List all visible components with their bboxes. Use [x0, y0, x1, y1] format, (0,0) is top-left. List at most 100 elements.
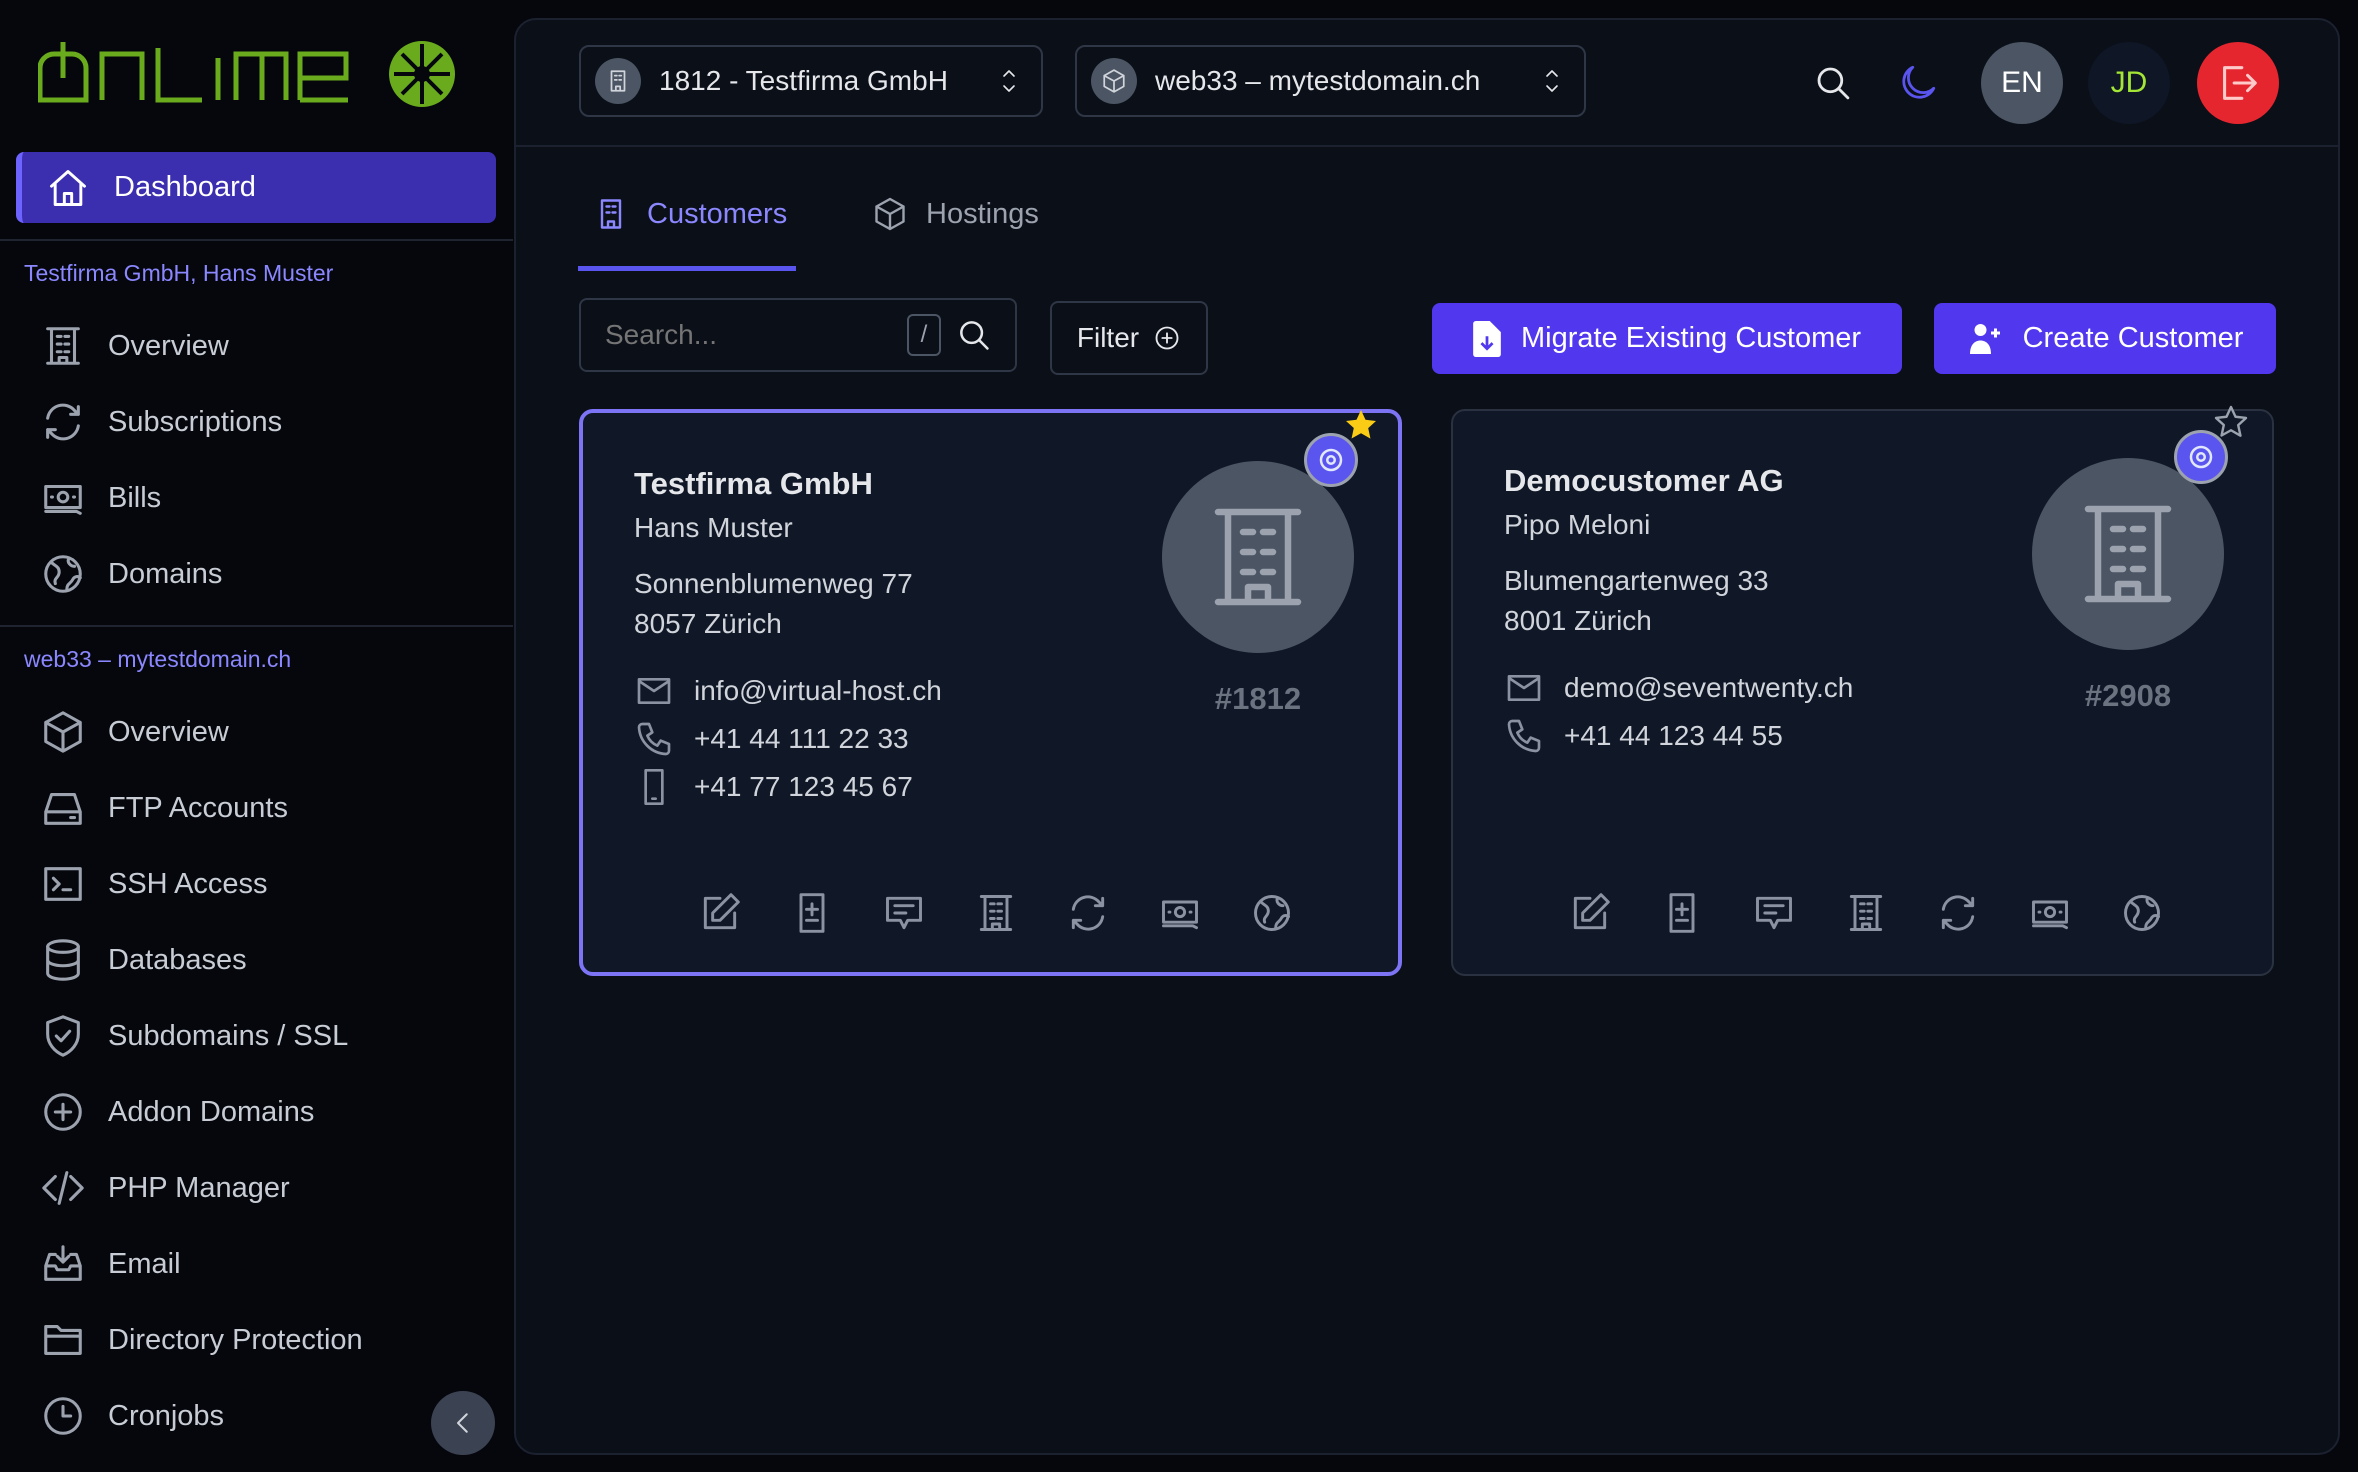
folder-icon	[40, 1317, 86, 1363]
building-icon	[1198, 497, 1318, 617]
sidebar-item-overview[interactable]: Overview	[40, 321, 229, 371]
sidebar-item-dashboard[interactable]: Dashboard	[16, 152, 496, 223]
bills-action-button[interactable]	[2028, 891, 2072, 935]
overview-action-button[interactable]	[974, 891, 1018, 935]
sidebar-item-databases[interactable]: Databases	[40, 935, 247, 985]
star-icon[interactable]	[2213, 404, 2249, 440]
notes-action-button[interactable]	[882, 891, 926, 935]
edit-icon	[1568, 891, 1612, 935]
sidebar-item-label: Overview	[108, 715, 229, 748]
bills-action-button[interactable]	[1158, 891, 1202, 935]
hosting-select[interactable]: web33 – mytestdomain.ch	[1075, 45, 1586, 117]
customer-phone[interactable]: +41 44 111 22 33	[634, 719, 909, 759]
star-filled-icon[interactable]	[1343, 407, 1379, 443]
terminal-icon	[40, 861, 86, 907]
sidebar-item-bills[interactable]: Bills	[40, 473, 161, 523]
customer-card[interactable]: Testfirma GmbH Hans Muster Sonnenblumenweg…	[579, 409, 1402, 976]
customer-email[interactable]: info@virtual-host.ch	[634, 671, 942, 711]
customer-select[interactable]: 1812 - Testfirma GmbH	[579, 45, 1043, 117]
calculator-icon	[1660, 891, 1704, 935]
search-icon	[955, 316, 993, 354]
sidebar-item-php-manager[interactable]: PHP Manager	[40, 1163, 290, 1213]
view-customer-button[interactable]	[2174, 430, 2228, 484]
sidebar-item-email[interactable]: Email	[40, 1239, 181, 1289]
notes-action-button[interactable]	[1752, 891, 1796, 935]
sidebar-item-cronjobs[interactable]: Cronjobs	[40, 1391, 224, 1441]
user-avatar[interactable]: JD	[2088, 42, 2170, 124]
sidebar-item-label: Subscriptions	[108, 405, 283, 438]
sidebar-item-directory-protection[interactable]: Directory Protection	[40, 1315, 363, 1365]
city: 8057 Zürich	[634, 608, 782, 639]
collapse-sidebar-button[interactable]	[431, 1391, 495, 1455]
cube-icon	[40, 709, 86, 755]
customer-section-label: Testfirma GmbH, Hans Muster	[24, 260, 334, 286]
phone-icon	[634, 719, 674, 759]
building-icon	[2068, 494, 2188, 614]
refresh-icon	[40, 399, 86, 445]
onlime-logo[interactable]	[38, 38, 478, 110]
building-icon	[1844, 891, 1888, 935]
subscriptions-action-button[interactable]	[1936, 891, 1980, 935]
shield-icon	[40, 1013, 86, 1059]
customer-email[interactable]: demo@seventwenty.ch	[1504, 668, 1853, 708]
message-icon	[1752, 891, 1796, 935]
migrate-label: Migrate Existing Customer	[1520, 322, 1862, 354]
globe-icon	[1250, 891, 1294, 935]
view-customer-button[interactable]	[1304, 433, 1358, 487]
sidebar-item-overview[interactable]: Overview	[40, 707, 229, 757]
tab-hostings[interactable]: Hostings	[872, 196, 1039, 232]
phone-text: +41 44 123 44 55	[1564, 720, 1783, 751]
create-customer-button[interactable]: Create Customer	[1934, 303, 2276, 374]
cube-icon	[872, 196, 908, 232]
sidebar-item-ftp-accounts[interactable]: FTP Accounts	[40, 783, 288, 833]
calculator-action-button[interactable]	[790, 891, 834, 935]
hosting-select-value: web33 – mytestdomain.ch	[1155, 65, 1481, 96]
file-download-icon	[1473, 320, 1501, 357]
edit-icon	[698, 891, 742, 935]
divider	[0, 239, 513, 241]
customer-card[interactable]: Democustomer AG Pipo Meloni Blumengartenwe…	[1451, 405, 2274, 976]
migrate-customer-button[interactable]: Migrate Existing Customer	[1432, 303, 1902, 374]
theme-toggle-button[interactable]	[1897, 62, 1939, 104]
sidebar-item-ssh-access[interactable]: SSH Access	[40, 859, 268, 909]
domains-action-button[interactable]	[2120, 891, 2164, 935]
customer-phone[interactable]: +41 44 123 44 55	[1504, 716, 1783, 756]
active-tab-indicator	[578, 266, 796, 271]
edit-action-button[interactable]	[698, 891, 742, 935]
sidebar-item-label: Addon Domains	[108, 1095, 315, 1128]
create-label: Create Customer	[2022, 322, 2244, 354]
globe-icon	[40, 551, 86, 597]
sidebar-item-label: PHP Manager	[108, 1171, 290, 1204]
sidebar-item-label: Subdomains / SSL	[108, 1019, 349, 1052]
language-button[interactable]: EN	[1981, 42, 2063, 124]
email-text: demo@seventwenty.ch	[1564, 672, 1854, 703]
sidebar-item-label: Dashboard	[114, 171, 256, 203]
subscriptions-action-button[interactable]	[1066, 891, 1110, 935]
sidebar-item-addon-domains[interactable]: Addon Domains	[40, 1087, 314, 1137]
code-icon	[40, 1165, 86, 1211]
search-field[interactable]: /	[579, 298, 1017, 372]
domains-action-button[interactable]	[1250, 891, 1294, 935]
sidebar-item-domains[interactable]: Domains	[40, 549, 222, 599]
eye-icon	[2186, 442, 2216, 472]
company-name: Democustomer AG	[1504, 463, 1784, 498]
main-panel: 1812 - Testfirma GmbH web33 – mytestdoma…	[514, 18, 2340, 1455]
tab-customers[interactable]: Customers	[593, 196, 787, 232]
sidebar-item-subscriptions[interactable]: Subscriptions	[40, 397, 282, 447]
drive-icon	[40, 785, 86, 831]
customer-mobile[interactable]: +41 77 123 45 67	[634, 767, 913, 807]
banknote-icon	[1158, 891, 1202, 935]
search-icon	[1812, 62, 1854, 104]
search-input[interactable]	[605, 319, 893, 351]
sidebar-item-subdomains-ssl[interactable]: Subdomains / SSL	[40, 1011, 348, 1061]
logout-button[interactable]	[2197, 42, 2279, 124]
search-button[interactable]	[1812, 62, 1854, 104]
search-shortcut-hint: /	[907, 314, 941, 356]
edit-action-button[interactable]	[1568, 891, 1612, 935]
customer-id: #1812	[1214, 681, 1302, 716]
sidebar-item-label: Overview	[108, 329, 229, 362]
filter-button[interactable]: Filter	[1050, 301, 1208, 375]
eye-icon	[1316, 445, 1346, 475]
calculator-action-button[interactable]	[1660, 891, 1704, 935]
overview-action-button[interactable]	[1844, 891, 1888, 935]
